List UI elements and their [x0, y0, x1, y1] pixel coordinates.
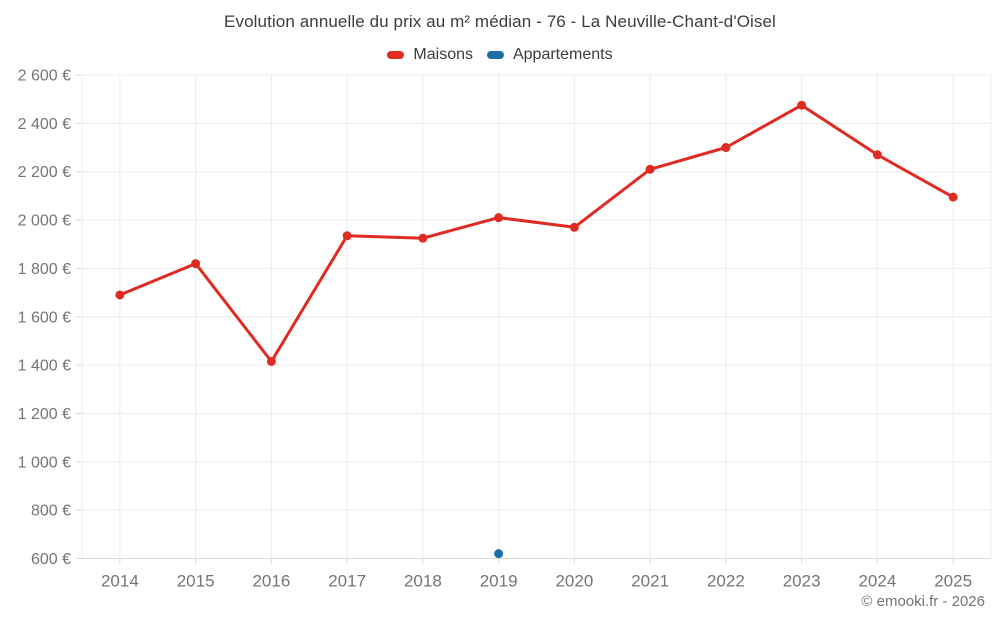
data-point-maisons-2023[interactable]: [797, 100, 807, 110]
x-axis-tick-label: 2023: [783, 572, 821, 591]
x-axis-tick-label: 2019: [480, 572, 518, 591]
x-axis-tick-label: 2024: [858, 572, 896, 591]
chart-legend: Maisons Appartements: [0, 44, 1000, 66]
x-axis-tick-label: 2020: [555, 572, 593, 591]
legend-label-appartements: Appartements: [512, 46, 613, 63]
data-point-maisons-2015[interactable]: [191, 259, 201, 269]
data-point-maisons-2025[interactable]: [948, 192, 958, 202]
data-point-maisons-2020[interactable]: [569, 222, 579, 232]
series-line-maisons: [118, 103, 955, 363]
chart-title: Evolution annuelle du prix au m² médian …: [224, 12, 776, 31]
data-point-maisons-2014[interactable]: [115, 290, 125, 300]
x-axis-tick-label: 2014: [101, 572, 139, 591]
y-axis-tick-label: 1 600 €: [18, 309, 71, 326]
data-point-maisons-2022[interactable]: [721, 143, 731, 153]
x-axis-tick-label: 2025: [934, 572, 972, 591]
appartements-series-swatch-icon: [486, 51, 504, 59]
data-point-appartements-2019[interactable]: [494, 549, 504, 559]
x-axis-tick-label: 2016: [252, 572, 290, 591]
data-point-maisons-2017[interactable]: [342, 231, 352, 241]
y-axis-tick-label: 2 600 €: [18, 68, 71, 85]
x-axis-tick-label: 2015: [177, 572, 215, 591]
y-axis-tick-label: 800 €: [31, 503, 71, 520]
data-point-maisons-2024[interactable]: [872, 150, 882, 160]
y-axis-tick-label: 600 €: [31, 551, 71, 568]
legend-item-appartements[interactable]: Appartements: [486, 46, 613, 64]
data-point-maisons-2021[interactable]: [645, 164, 655, 174]
legend-item-maisons[interactable]: Maisons: [387, 46, 473, 64]
data-point-maisons-2019[interactable]: [494, 213, 504, 223]
x-axis-tick-label: 2022: [707, 572, 745, 591]
y-axis-tick-label: 2 400 €: [18, 116, 71, 133]
y-axis-tick-label: 2 200 €: [18, 164, 71, 181]
data-point-maisons-2018[interactable]: [418, 233, 428, 243]
legend-label-maisons: Maisons: [413, 46, 473, 63]
y-axis-tick-label: 2 000 €: [18, 213, 71, 230]
y-axis-tick-label: 1 200 €: [18, 406, 71, 423]
maisons-series-swatch-icon: [387, 51, 405, 59]
y-axis-tick-label: 1 000 €: [18, 454, 71, 471]
x-axis-tick-label: 2018: [404, 572, 442, 591]
y-axis-tick-label: 1 800 €: [18, 261, 71, 278]
y-axis-tick-label: 1 400 €: [18, 358, 71, 375]
x-axis-tick-label: 2021: [631, 572, 669, 591]
data-point-maisons-2016[interactable]: [266, 356, 276, 366]
footer-credit: © emooki.fr - 2026: [861, 593, 985, 610]
x-axis-tick-label: 2017: [328, 572, 366, 591]
